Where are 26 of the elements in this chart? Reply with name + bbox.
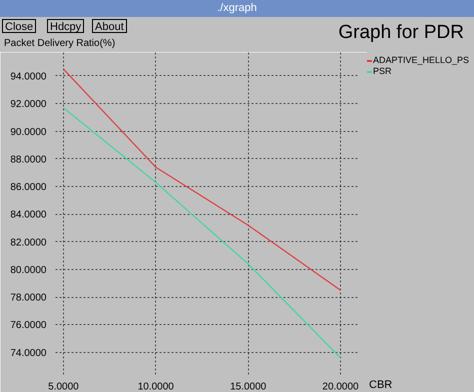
legend-label: ADAPTIVE_HELLO_PS bbox=[373, 54, 470, 66]
y-tick-label: 84.0000 bbox=[10, 210, 47, 221]
y-tick-label: 86.0000 bbox=[10, 182, 47, 194]
y-tick-label: 82.0000 bbox=[10, 237, 47, 248]
legend-label: PSR bbox=[373, 65, 392, 77]
x-tick-label: 5.0000 bbox=[48, 382, 80, 392]
line-series bbox=[62, 107, 342, 359]
line-series bbox=[62, 68, 342, 291]
y-axis-title: Packet Delivery Ratio(%) bbox=[4, 37, 116, 51]
y-tick-label: 88.0000 bbox=[10, 154, 47, 166]
text: Hdcpy bbox=[47, 19, 84, 33]
y-tick-label: 76.0000 bbox=[10, 320, 47, 332]
x-tick-label: 15.0000 bbox=[230, 382, 267, 392]
y-tick-label: 90.0000 bbox=[10, 126, 47, 138]
x-tick-label: 20.0000 bbox=[322, 382, 360, 392]
text: ./xgraph bbox=[0, 0, 474, 17]
text: Graph for PDR bbox=[338, 21, 464, 45]
x-axis-title: CBR bbox=[369, 378, 392, 392]
y-tick-label: 78.0000 bbox=[10, 292, 47, 304]
text: Close bbox=[2, 19, 36, 33]
x-tick-label: 10.0000 bbox=[138, 382, 174, 392]
y-tick-label: 80.0000 bbox=[10, 264, 47, 276]
y-tick-label: 92.0000 bbox=[10, 99, 47, 110]
y-tick-label: 74.0000 bbox=[10, 348, 47, 359]
text: About bbox=[92, 19, 127, 33]
y-tick-label: 94.0000 bbox=[10, 71, 47, 82]
